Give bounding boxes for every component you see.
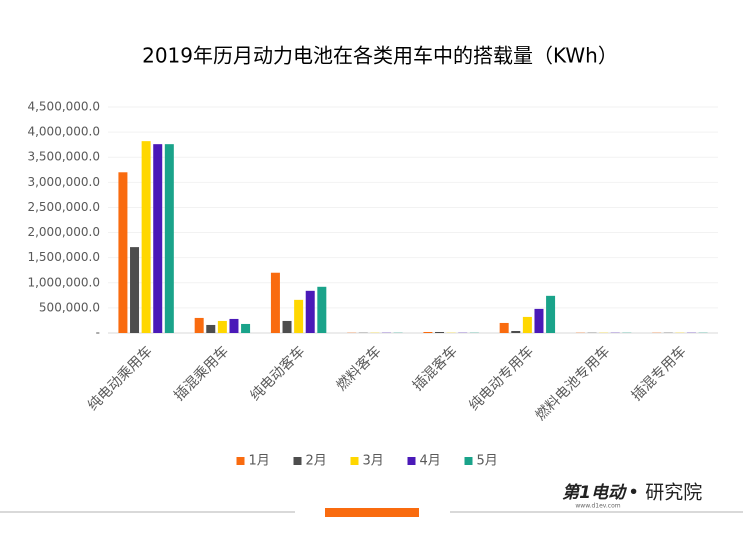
legend-swatch [407,457,416,465]
y-tick-label: 2,000,000.0 [27,225,100,239]
bar [435,331,445,333]
x-tick-label: 纯电动专用车 [466,343,537,414]
y-tick-label: 1,500,000.0 [27,250,100,264]
legend-label: 1月 [249,454,270,469]
y-tick-label: 3,500,000.0 [27,150,100,164]
bar [217,320,227,333]
bar [294,299,304,333]
bar [270,272,280,333]
legend-swatch [350,457,359,465]
footer-brand: 第1电动 [562,483,628,503]
legend-label: 5月 [477,454,498,469]
x-tick-label: 插混乘用车 [171,343,233,405]
x-tick-label: 纯电动客车 [247,343,309,405]
bar [522,316,532,333]
bar [305,290,315,333]
bar [423,331,433,333]
y-tick-label: 2,500,000.0 [27,200,100,214]
bar [153,144,163,333]
legend-label: 4月 [420,454,441,469]
bar [130,247,140,333]
bar [118,172,128,333]
bar [206,324,216,333]
legend-swatch [464,457,473,465]
bar [229,318,239,333]
footer-site: www.d1ev.com [575,503,620,510]
y-tick-label: 4,000,000.0 [27,125,100,139]
footer-org: • 研究院 [628,482,702,504]
bar [499,322,509,333]
x-tick-label: 纯电动乘用车 [84,343,155,414]
x-tick-label: 插混专用车 [628,343,690,405]
y-tick-label: 1,000,000.0 [27,275,100,289]
x-tick-label: 燃料客车 [333,343,385,395]
bar [317,286,327,333]
bar [546,295,556,333]
bar [282,320,292,333]
footer-accent [325,508,419,517]
bar [164,144,174,333]
bar [141,141,151,333]
bar [534,308,544,333]
legend-swatch [236,457,245,465]
chart-title: 2019年历月动力电池在各类用车中的搭载量（KWh） [142,44,618,68]
y-tick-label: - [96,326,100,340]
y-tick-label: 4,500,000.0 [27,100,100,114]
bar [511,330,521,333]
bar [241,323,251,333]
y-tick-label: 3,000,000.0 [27,175,100,189]
legend-label: 2月 [306,454,327,469]
legend-label: 3月 [363,454,384,469]
x-tick-label: 插混客车 [409,343,461,395]
legend-swatch [293,457,302,465]
x-tick-label: 燃料电池专用车 [532,343,613,424]
y-tick-label: 500,000.0 [39,300,100,314]
bar [194,317,204,333]
